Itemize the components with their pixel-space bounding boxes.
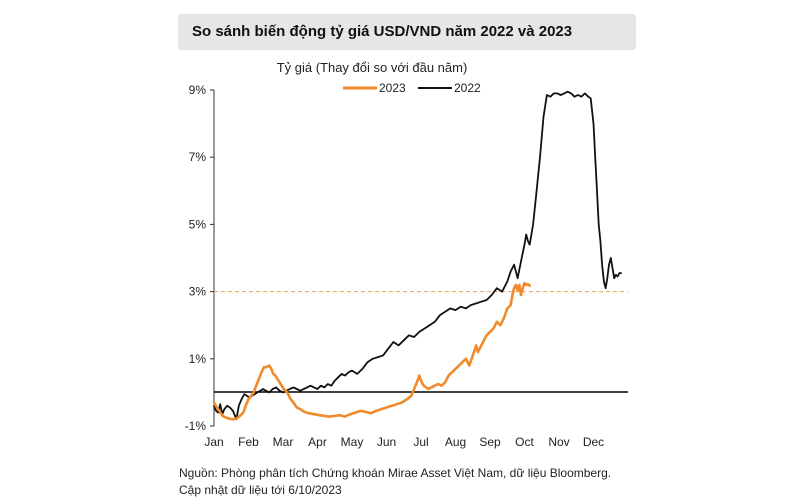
y-tick-label: 9% <box>189 83 207 97</box>
y-tick-label: -1% <box>185 419 207 433</box>
x-tick-label: Jun <box>377 435 396 449</box>
x-tick-label: Oct <box>515 435 534 449</box>
x-tick-label: Feb <box>238 435 259 449</box>
x-tick-label: Apr <box>308 435 327 449</box>
x-tick-label: Jan <box>204 435 223 449</box>
series-line-2022 <box>213 90 622 421</box>
x-tick-label: May <box>341 435 364 449</box>
series-line-2023 <box>212 281 532 421</box>
chart-title-bar: So sánh biến động tỷ giá USD/VND năm 202… <box>178 14 636 50</box>
x-tick-label: Mar <box>273 435 294 449</box>
y-tick-labels: 9% 7% 5% 3% 1% -1% <box>185 83 214 433</box>
x-tick-label: Jul <box>413 435 428 449</box>
x-tick-label: Dec <box>583 435 604 449</box>
y-tick-label: 7% <box>189 150 207 164</box>
y-tick-label: 3% <box>189 285 207 299</box>
y-tick-label: 1% <box>189 352 207 366</box>
legend: 2023 2022 <box>343 81 481 95</box>
chart-title: So sánh biến động tỷ giá USD/VND năm 202… <box>192 23 573 40</box>
x-tick-labels: Jan Feb Mar Apr May Jun Jul Aug Sep Oct Nov Dec <box>204 435 604 449</box>
legend-label-2022: 2022 <box>454 81 481 95</box>
y-tick-label: 5% <box>189 217 207 231</box>
x-tick-label: Sep <box>479 435 501 449</box>
y-axis-label: Tỷ giá (Thay đổi so với đầu năm) <box>277 60 468 75</box>
series-layer <box>212 90 622 421</box>
footer-source: Nguồn: Phòng phân tích Chứng khoán Mirae… <box>179 466 612 480</box>
legend-label-2023: 2023 <box>379 81 406 95</box>
x-tick-label: Aug <box>445 435 466 449</box>
x-tick-label: Nov <box>548 435 569 449</box>
footer-updated: Cập nhật dữ liệu tới 6/10/2023 <box>179 483 342 497</box>
